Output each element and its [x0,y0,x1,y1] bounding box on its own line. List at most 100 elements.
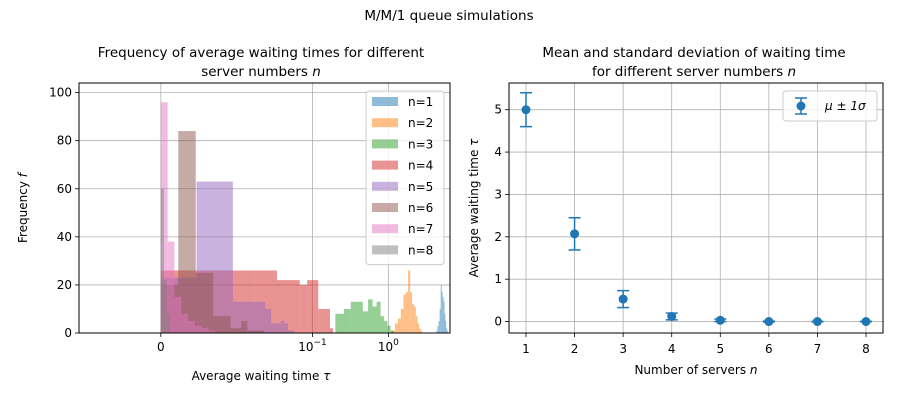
right-errorbar-points [520,91,872,327]
histogram-bar [441,292,443,333]
histogram-bar [248,301,258,333]
errorbar-point [520,91,532,128]
histogram-bar [299,284,308,333]
histogram-bar [194,325,202,333]
histogram-bar [247,330,253,333]
legend-label: n=8 [408,243,433,257]
histogram-bar [160,188,164,333]
right-ytick-label: 0 [494,315,502,329]
mean-marker [764,317,774,327]
right-ylabel: Average waiting time τ [467,138,481,278]
histogram-bar [394,323,398,333]
histogram-bar [443,301,445,333]
legend-swatch [372,245,398,255]
histogram-bar [405,292,409,333]
histogram-bar [436,330,438,333]
legend-marker [796,101,806,111]
right-xtick-label: 6 [765,342,773,356]
left-axes-frame [78,82,451,334]
right-legend: μ ± 1σ [782,90,878,122]
legend-label: n=2 [408,116,433,130]
figure-suptitle: M/M/1 queue simulations [364,8,533,24]
left-ytick-label: 0 [64,326,72,340]
histogram-bar [163,280,167,333]
histogram-bar [307,280,314,333]
legend-label: μ ± 1σ [824,99,866,113]
histogram-bar [318,308,323,333]
left-ticks: 0 10−1 100 0 20 40 60 80 100 [49,86,399,354]
histogram-series-n=3 [335,299,394,333]
histogram-bar [195,272,214,333]
left-legend: n=1 n=2 n=3 n=4 n=5 n=6 n=7 n=8 [365,90,445,266]
errorbar-point [617,289,630,309]
histogram-bar [252,330,257,333]
histogram-bar [326,308,330,333]
left-histogram-bars [160,102,448,333]
legend-swatch [372,118,398,128]
histogram-bar [408,270,411,333]
legend-label: n=7 [408,222,433,236]
right-xtick-label: 2 [571,342,579,356]
histogram-bar [380,316,385,333]
right-ytick-label: 5 [494,103,502,117]
histogram-bar [280,320,285,333]
histogram-bar [403,294,406,333]
histogram-bar [213,316,231,333]
right-xtick-label: 5 [716,342,724,356]
right-ytick-label: 3 [494,187,502,201]
left-xtick-label: 10−1 [298,338,327,354]
histogram-bar [201,328,209,333]
mean-marker [667,311,677,321]
histogram-bar [335,313,344,333]
histogram-bar [446,328,448,333]
histogram-bar [447,330,448,333]
left-xlabel: Average waiting time τ [192,369,332,383]
mean-marker [618,294,628,304]
right-axes-frame [508,82,884,334]
legend-swatch [372,181,398,191]
legend-swatch [372,224,398,234]
histogram-bar [445,320,447,333]
mean-marker [715,315,725,325]
legend-swatch [372,160,398,170]
right-title-line2: for different server numbers n [592,64,796,80]
right-xtick-label: 1 [522,342,530,356]
errorbar-point [665,311,678,321]
left-title-line1: Frequency of average waiting times for d… [98,45,424,61]
left-xtick-label: 100 [378,338,399,354]
histogram-bar [241,320,248,333]
histogram-bar [350,301,358,333]
mean-marker [570,229,580,239]
legend-label: n=6 [408,201,433,215]
histogram-series-n=6 [160,131,265,333]
left-ytick-label: 80 [57,134,72,148]
histogram-bar [166,313,170,333]
left-ytick-label: 100 [49,86,72,100]
errorbar-point [811,317,824,327]
histogram-bar [439,308,441,333]
histogram-bar [437,325,439,333]
errorbar-point [860,317,872,327]
histogram-bar [400,308,404,333]
histogram-bar [208,330,216,333]
right-xtick-label: 4 [668,342,676,356]
legend-swatch [372,203,398,212]
left-xtick-label: 0 [157,340,165,354]
histogram-bar [291,330,295,333]
histogram-bar [362,311,369,333]
mean-marker [861,317,871,327]
histogram-bar [372,306,377,333]
right-ytick-label: 1 [494,272,502,286]
histogram-bar [414,306,416,333]
histogram-bar [410,292,413,333]
mean-marker [521,105,531,115]
legend-label: n=5 [408,180,433,194]
histogram-series-n=2 [391,270,423,333]
histogram-bar [442,296,444,333]
histogram-chart: Frequency of average waiting times for d… [16,45,451,383]
histogram-bar [284,323,288,333]
histogram-bar [276,323,281,333]
histogram-bar [174,296,182,333]
histogram-series-n=1 [436,284,448,333]
